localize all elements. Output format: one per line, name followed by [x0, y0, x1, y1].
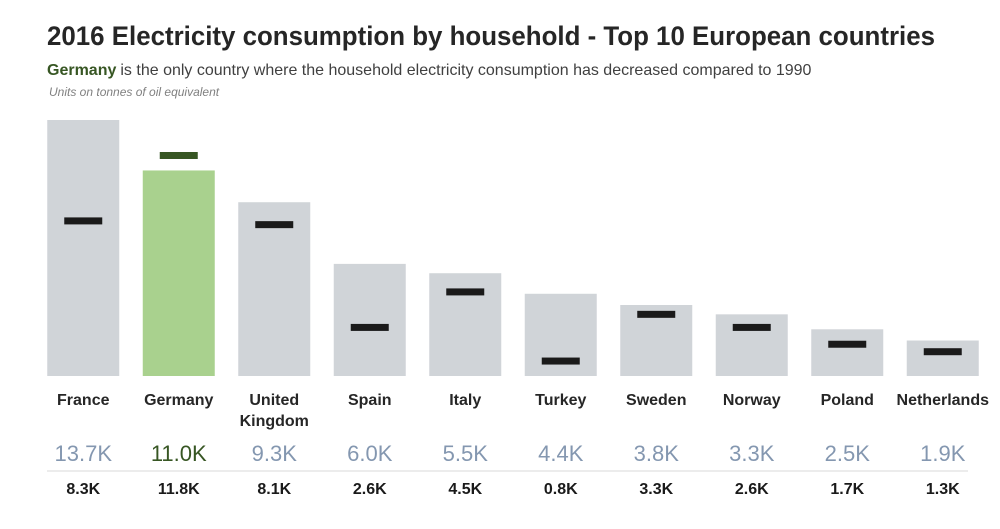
value-label-1990: 11.8K	[158, 481, 200, 498]
value-label-1990: 1.7K	[830, 481, 864, 498]
marker-1990	[64, 217, 103, 225]
value-label-2016: 11.0K	[151, 441, 207, 466]
category-label-line: Kingdom	[240, 413, 309, 430]
category-label: Turkey	[535, 392, 586, 409]
marker-1990	[828, 340, 867, 348]
value-label-1990: 1.3K	[926, 481, 960, 498]
value-label-1990: 0.8K	[544, 481, 578, 498]
value-label-2016: 5.5K	[443, 441, 489, 466]
value-label-1990: 3.3K	[639, 481, 673, 498]
marker-1990	[541, 357, 580, 365]
bar	[142, 170, 215, 376]
value-label-2016: 3.8K	[634, 441, 680, 466]
note: Units on tonnes of oil equivalent	[49, 85, 220, 99]
marker-1990	[637, 310, 676, 318]
value-label-2016: 9.3K	[252, 441, 298, 466]
bar	[715, 314, 788, 376]
category-label: Netherlands	[897, 392, 990, 409]
bar	[811, 329, 884, 376]
value-label-2016: 4.4K	[538, 441, 584, 466]
category-label: Spain	[348, 392, 392, 409]
category-label: France	[57, 392, 110, 409]
category-label: Norway	[723, 392, 781, 409]
value-label-2016: 13.7K	[55, 441, 113, 466]
category-label: Germany	[144, 392, 213, 409]
value-label-2016: 1.9K	[920, 441, 966, 466]
category-label: Poland	[821, 392, 874, 409]
chart-title: 2016 Electricity consumption by househol…	[47, 21, 935, 51]
category-label: Italy	[449, 392, 481, 409]
value-label-1990: 8.1K	[257, 481, 291, 498]
marker-1990	[732, 323, 771, 331]
subtitle-highlight: Germany	[47, 62, 116, 79]
value-label-2016: 3.3K	[729, 441, 775, 466]
bar	[333, 263, 406, 376]
bar	[906, 340, 979, 376]
marker-1990	[446, 288, 485, 296]
category-label: Sweden	[626, 392, 686, 409]
subtitle: Germany is the only country where the hou…	[47, 62, 812, 79]
bar	[47, 120, 120, 376]
value-label-2016: 6.0K	[347, 441, 393, 466]
value-label-1990: 4.5K	[448, 481, 482, 498]
marker-1990	[350, 323, 389, 331]
marker-1990	[255, 221, 294, 229]
category-label: United Kingdom	[240, 392, 309, 430]
value-label-1990: 2.6K	[353, 481, 387, 498]
marker-1990	[159, 152, 198, 160]
value-label-1990: 2.6K	[735, 481, 769, 498]
bar	[238, 202, 311, 376]
category-label-line: United	[249, 392, 299, 409]
value-label-1990: 8.3K	[66, 481, 100, 498]
marker-1990	[923, 348, 962, 356]
value-label-2016: 2.5K	[825, 441, 871, 466]
subtitle-text: is the only country where the household …	[120, 62, 811, 79]
